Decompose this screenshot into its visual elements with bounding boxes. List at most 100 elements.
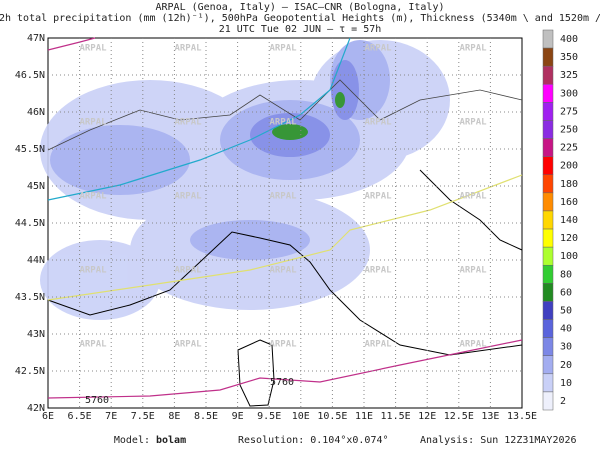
lon-label: 6.5E — [68, 411, 92, 422]
lon-label: 12.5E — [444, 411, 474, 422]
colorbar-label: 300 — [560, 88, 578, 99]
watermark: ARPAL — [269, 266, 297, 276]
watermark: ARPAL — [269, 192, 297, 202]
title-line: ARPAL (Genoa, Italy) – ISAC–CNR (Bologna… — [156, 2, 445, 13]
lat-label: 42.5N — [15, 366, 45, 377]
lon-label: 9E — [232, 411, 244, 422]
lat-label: 45N — [27, 181, 45, 192]
lat-label: 44N — [27, 255, 45, 266]
contour-label: 5760 — [270, 377, 294, 388]
lon-label: 11E — [355, 411, 373, 422]
colorbar-swatch — [542, 102, 554, 121]
precipitation — [40, 40, 450, 320]
colorbar-swatch — [542, 65, 554, 85]
lat-label: 47N — [27, 33, 45, 44]
watermark: ARPAL — [174, 266, 202, 276]
lon-label: 10.5E — [317, 411, 347, 422]
colorbar-label: 100 — [560, 251, 578, 262]
lon-label: 9.5E — [257, 411, 281, 422]
colorbar-label: 2 — [560, 396, 566, 407]
colorbar-swatch — [542, 283, 554, 302]
colorbar-label: 400 — [560, 34, 578, 45]
footer-model-label: Model: — [114, 435, 150, 446]
colorbar-label: 200 — [560, 161, 578, 172]
watermark: ARPAL — [364, 192, 392, 202]
title-line: 12h total precipitation (mm (12h)⁻¹), 50… — [0, 13, 600, 24]
lat-label: 42N — [27, 403, 45, 414]
watermark: ARPAL — [269, 340, 297, 350]
lon-label: 7E — [105, 411, 117, 422]
lon-label: 7.5E — [131, 411, 155, 422]
watermark: ARPAL — [174, 340, 202, 350]
contour-label: 5760 — [85, 395, 109, 406]
lat-label: 46.5N — [15, 70, 45, 81]
watermark: ARPAL — [364, 118, 392, 128]
colorbar-swatch — [542, 120, 554, 139]
colorbar-label: 30 — [560, 342, 572, 353]
colorbar-swatch — [542, 228, 554, 248]
colorbar-swatch — [542, 391, 554, 411]
lat-label: 45.5N — [15, 144, 45, 155]
lon-label: 6E — [42, 411, 54, 422]
watermark: ARPAL — [79, 340, 107, 350]
lat-label: 46N — [27, 107, 45, 118]
colorbar-swatch — [542, 337, 554, 356]
watermark: ARPAL — [269, 44, 297, 54]
lat-label: 43.5N — [15, 292, 45, 303]
colorbar-swatch — [542, 156, 554, 176]
colorbar-swatch — [542, 246, 554, 266]
lat-label: 43N — [27, 329, 45, 340]
colorbar-label: 350 — [560, 52, 578, 63]
colorbar-swatch — [542, 29, 554, 49]
watermark: ARPAL — [459, 192, 487, 202]
plot-area: 5760 5760 — [40, 37, 523, 409]
lon-label: 12E — [418, 411, 436, 422]
footer-model: bolam — [156, 435, 186, 446]
watermark: ARPAL — [364, 340, 392, 350]
colorbar-label: 140 — [560, 215, 578, 226]
lon-label: 8.5E — [194, 411, 218, 422]
colorbar-label: 325 — [560, 70, 578, 81]
colorbar-swatch — [542, 301, 554, 320]
colorbar-label: 50 — [560, 305, 572, 316]
lon-label: 8E — [168, 411, 180, 422]
colorbar-swatch — [542, 47, 554, 67]
watermark: ARPAL — [79, 192, 107, 202]
lon-label: 10E — [292, 411, 310, 422]
colorbar-label: 160 — [560, 197, 578, 208]
title-line: 21 UTC Tue 02 JUN – τ = 57h — [219, 24, 382, 35]
watermark: ARPAL — [174, 192, 202, 202]
lon-label: 11.5E — [381, 411, 411, 422]
lon-label: 13.5E — [507, 411, 537, 422]
colorbar-label: 60 — [560, 287, 572, 298]
footer-analysis: Analysis: Sun 12Z31MAY2026 — [420, 435, 577, 446]
colorbar-swatch — [542, 355, 554, 375]
colorbar-swatch — [542, 373, 554, 393]
watermark: ARPAL — [174, 118, 202, 128]
colorbar-label: 40 — [560, 324, 572, 335]
colorbar-label: 10 — [560, 378, 572, 389]
colorbar-label: 225 — [560, 143, 578, 154]
footer-resolution: Resolution: 0.104°x0.074° — [238, 435, 389, 446]
colorbar-label: 250 — [560, 125, 578, 136]
watermark: ARPAL — [79, 44, 107, 54]
watermark: ARPAL — [459, 340, 487, 350]
watermark: ARPAL — [79, 118, 107, 128]
colorbar-label: 120 — [560, 233, 578, 244]
colorbar-swatch — [542, 84, 554, 103]
watermark: ARPAL — [174, 44, 202, 54]
lon-label: 13E — [481, 411, 499, 422]
watermark: ARPAL — [364, 44, 392, 54]
watermark: ARPAL — [79, 266, 107, 276]
colorbar-swatch — [542, 192, 554, 212]
colorbar-label: 180 — [560, 179, 578, 190]
colorbar-label: 20 — [560, 360, 572, 371]
colorbar-label: 80 — [560, 269, 572, 280]
watermark: ARPAL — [459, 118, 487, 128]
colorbar-swatch — [542, 174, 554, 194]
lat-label: 44.5N — [15, 218, 45, 229]
contours — [47, 37, 523, 399]
colorbar-swatch — [542, 319, 554, 338]
watermark: ARPAL — [364, 266, 392, 276]
